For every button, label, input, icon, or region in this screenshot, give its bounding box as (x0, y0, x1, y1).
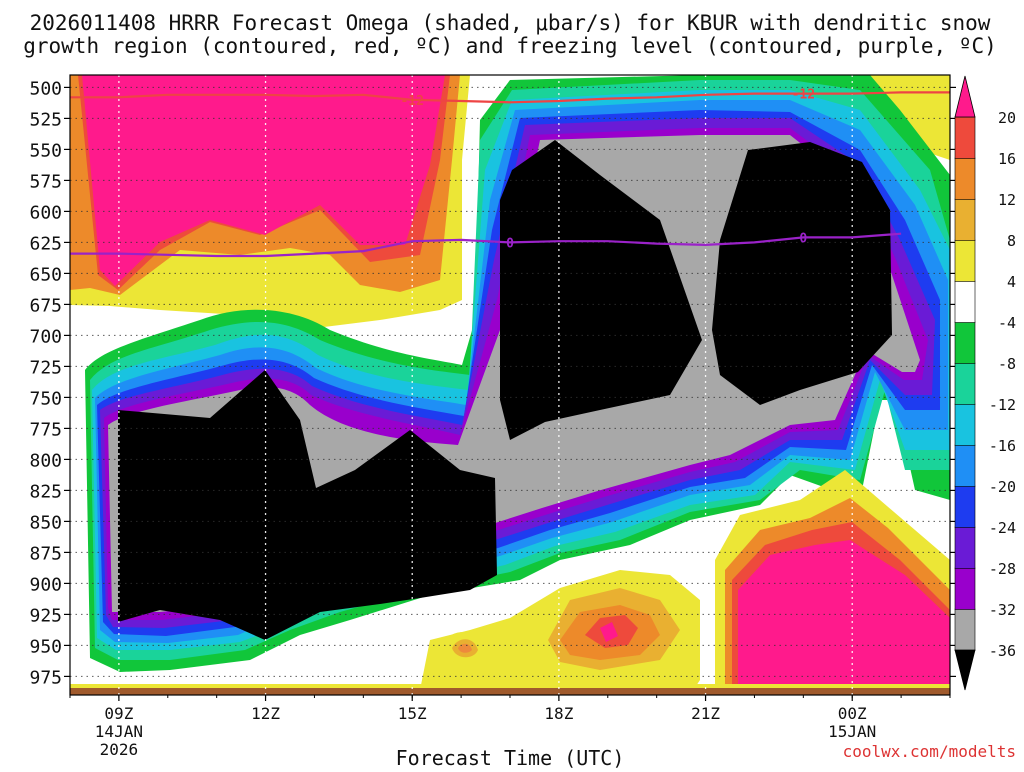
colorbar-label: -24 (989, 519, 1016, 537)
colorbar-label: 20 (998, 109, 1016, 127)
y-tick-label: 525 (29, 109, 62, 130)
y-tick-label: 825 (29, 481, 62, 502)
omega-fill-lm-magenta (600, 622, 618, 642)
contour-label: -12 (400, 94, 423, 109)
x-tick-year: 2026 (100, 740, 139, 759)
colorbar: -36 -32 -28 -24 -20 -16 -12 -8 -4 4 8 12 16 20 (954, 75, 1016, 691)
omega-fill-lr-magenta (738, 540, 950, 695)
y-tick-label: 925 (29, 605, 62, 626)
surface-terrain (70, 688, 950, 695)
omega-fill-black-mid (500, 140, 702, 440)
x-tick-label: 00Z (838, 704, 867, 723)
colorbar-low-arrow (954, 649, 976, 691)
y-tick-label: 600 (29, 202, 62, 223)
colorbar-swatch (954, 485, 976, 528)
colorbar-swatch (954, 116, 976, 159)
colorbar-swatch (954, 403, 976, 446)
contour-label: 0 (506, 236, 514, 251)
y-tick-label: 900 (29, 574, 62, 595)
colorbar-label: -16 (989, 437, 1016, 455)
colorbar-label: 12 (998, 191, 1016, 209)
y-tick-label: 725 (29, 357, 62, 378)
omega-fill-upper-yellow (870, 75, 950, 160)
contour-lines: -12 -12 0 0 (70, 88, 950, 258)
y-axis: 500 525 550 575 600 625 650 675 700 725 750 775 800 8… (29, 78, 956, 688)
colorbar-label: 4 (1007, 273, 1016, 291)
colorbar-swatch (954, 362, 976, 405)
colorbar-label: -12 (989, 396, 1016, 414)
colorbar-swatch (954, 198, 976, 241)
y-tick-label: 675 (29, 295, 62, 316)
colorbar-label: -4 (998, 314, 1016, 332)
y-tick-label: 975 (29, 667, 62, 688)
y-tick-label: 875 (29, 543, 62, 564)
y-tick-label: 850 (29, 512, 62, 533)
y-tick-label: 625 (29, 233, 62, 254)
colorbar-high-arrow (954, 75, 976, 118)
contour-line (70, 91, 950, 104)
grid-lines (70, 75, 950, 695)
x-tick-label: 09Z (104, 704, 133, 723)
contour-label: -12 (792, 88, 815, 103)
y-tick-label: 950 (29, 636, 62, 657)
y-tick-label: 550 (29, 140, 62, 161)
omega-fill-black-lower (118, 370, 497, 640)
source-credit[interactable]: coolwx.com/modelts (843, 742, 1016, 761)
colorbar-label: -20 (989, 478, 1016, 496)
colorbar-swatch (954, 157, 976, 200)
colorbar-swatch (954, 321, 976, 364)
y-tick-label: 750 (29, 388, 62, 409)
x-tick-label: 18Z (544, 704, 573, 723)
chart-title: 2026011408 HRRR Forecast Omega (shaded, … (30, 11, 991, 35)
colorbar-label: 8 (1007, 232, 1016, 250)
y-tick-label: 575 (29, 171, 62, 192)
colorbar-swatch (954, 567, 976, 610)
colorbar-swatch (954, 608, 976, 651)
x-tick-label: 21Z (691, 704, 720, 723)
colorbar-label: -8 (998, 355, 1016, 373)
x-tick-date: 14JAN (95, 722, 143, 741)
colorbar-swatch (954, 280, 976, 323)
x-axis-label: Forecast Time (UTC) (396, 746, 625, 768)
colorbar-label: -28 (989, 560, 1016, 578)
colorbar-label: 16 (998, 150, 1016, 168)
y-tick-label: 800 (29, 450, 62, 471)
contour-label: 0 (799, 231, 807, 246)
y-tick-label: 700 (29, 326, 62, 347)
x-tick-label: 15Z (398, 704, 427, 723)
y-tick-label: 775 (29, 419, 62, 440)
contour-line (70, 232, 902, 258)
colorbar-label: -32 (989, 601, 1016, 619)
colorbar-swatch (954, 444, 976, 487)
x-tick-label: 12Z (251, 704, 280, 723)
omega-fill-small-red (458, 643, 472, 653)
y-tick-label: 650 (29, 264, 62, 285)
colorbar-swatch (954, 239, 976, 282)
omega-shading (70, 75, 950, 695)
colorbar-label: -36 (989, 642, 1016, 660)
colorbar-swatch (954, 526, 976, 569)
x-tick-date: 15JAN (828, 722, 876, 741)
chart-subtitle: growth region (contoured, red, ºC) and f… (23, 34, 997, 58)
y-tick-label: 500 (29, 78, 62, 99)
